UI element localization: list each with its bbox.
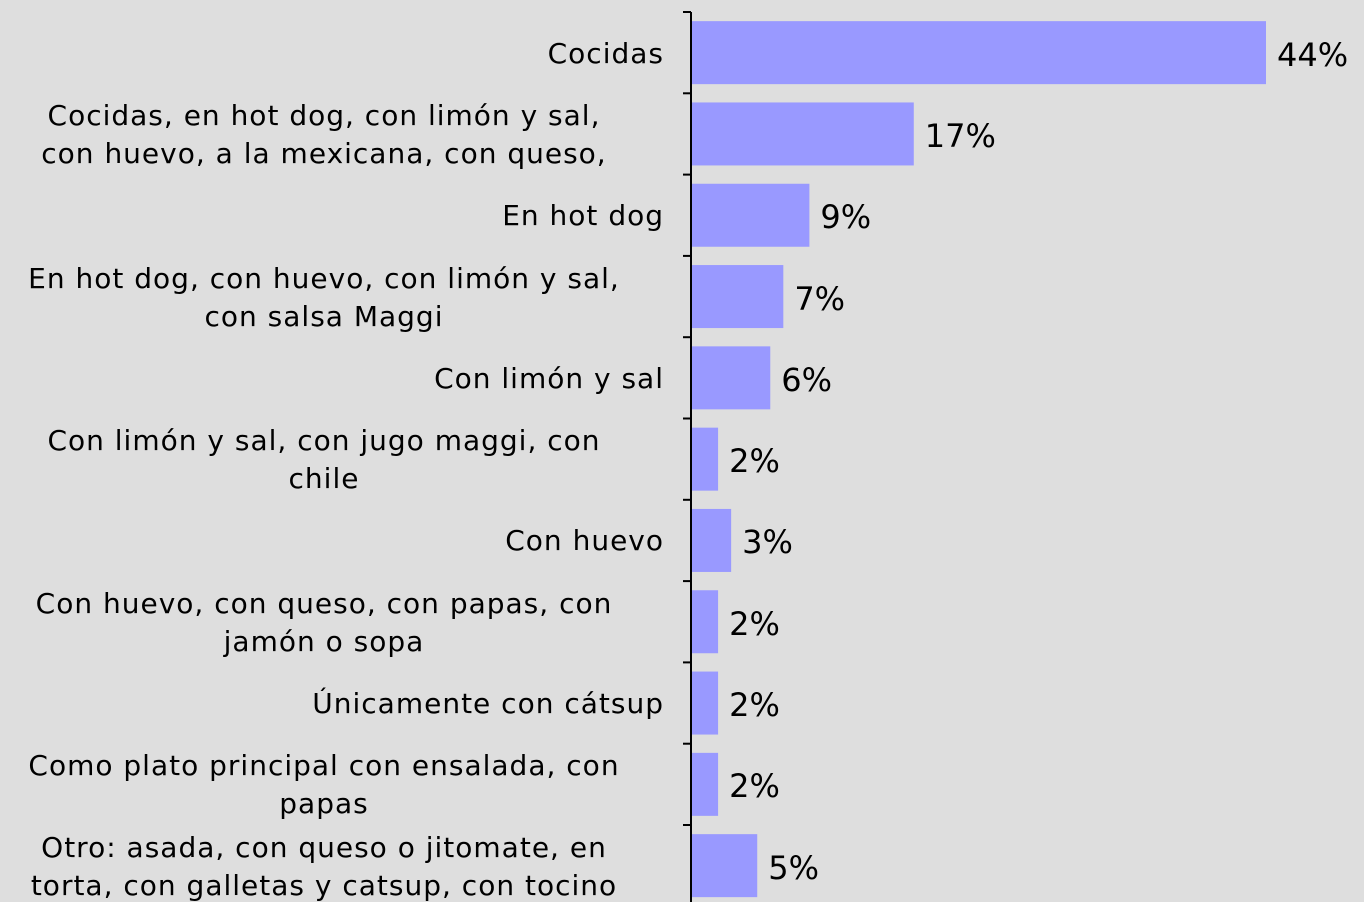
bar <box>692 508 732 572</box>
value-label: 17% <box>924 116 996 155</box>
value-label: 5% <box>768 848 819 887</box>
bar <box>692 346 771 410</box>
category-label: Con huevo, con queso, con papas, con jam… <box>35 586 613 658</box>
value-label: 2% <box>729 686 780 725</box>
value-label: 2% <box>729 604 780 643</box>
category-label: Con limón y sal <box>434 361 664 395</box>
category-label: Únicamente con cátsup <box>312 687 664 721</box>
category-label: Cocidas <box>547 36 664 70</box>
bar <box>692 183 810 247</box>
bar <box>692 752 719 816</box>
category-label: En hot dog <box>502 199 664 233</box>
bar <box>692 427 719 491</box>
value-label: 6% <box>781 360 833 399</box>
category-label: Otro: asada, con queso o jitomate, en to… <box>30 830 618 902</box>
category-label: En hot dog, con huevo, con limón y sal, … <box>28 261 620 333</box>
category-label: Con huevo <box>505 524 664 558</box>
value-label: 2% <box>729 767 780 806</box>
value-label: 9% <box>820 198 872 237</box>
bar <box>692 102 914 166</box>
value-label: 7% <box>794 279 846 318</box>
value-label: 44% <box>1277 35 1349 74</box>
category-label: Con limón y sal, con jugo maggi, con chi… <box>47 424 601 496</box>
bar <box>692 671 719 735</box>
category-label: Cocidas, en hot dog, con limón y sal, co… <box>41 98 607 170</box>
bar <box>692 834 758 898</box>
category-label: Como plato principal con ensalada, con p… <box>28 749 620 821</box>
value-label: 3% <box>742 523 793 562</box>
value-label: 2% <box>729 442 780 481</box>
bar <box>692 590 719 654</box>
bar <box>692 265 784 329</box>
bar <box>692 21 1266 85</box>
